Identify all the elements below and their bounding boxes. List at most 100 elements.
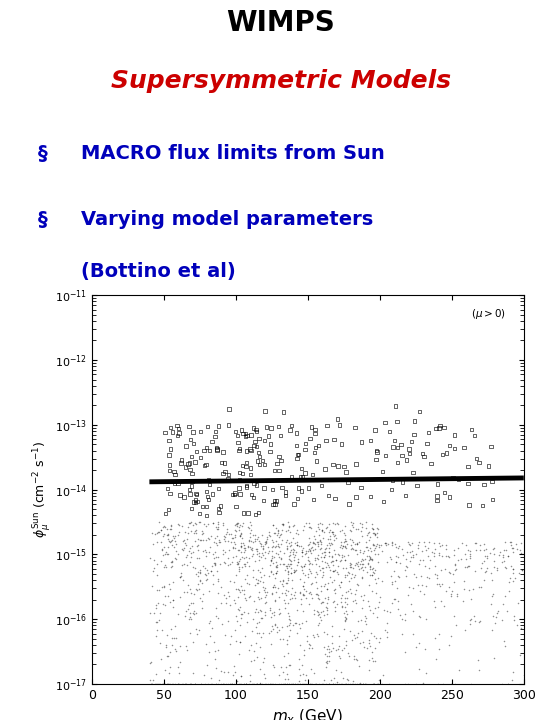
Point — [401, 554, 410, 565]
Point — [147, 580, 156, 592]
Point — [234, 517, 242, 528]
Point — [310, 531, 319, 542]
Point — [320, 546, 329, 558]
Point — [201, 562, 210, 574]
Point — [163, 678, 171, 690]
Point — [253, 617, 261, 629]
Point — [361, 615, 369, 626]
Point — [293, 553, 302, 564]
Point — [502, 544, 510, 556]
Point — [343, 647, 352, 658]
Point — [288, 678, 297, 690]
Point — [205, 474, 213, 486]
Point — [441, 550, 450, 562]
Point — [236, 520, 245, 531]
Point — [341, 572, 349, 583]
Point — [343, 477, 352, 489]
Point — [201, 678, 210, 690]
Point — [160, 521, 168, 532]
Point — [313, 536, 322, 548]
Point — [283, 572, 292, 584]
Point — [252, 534, 261, 545]
Point — [491, 611, 500, 622]
Point — [211, 533, 220, 544]
Point — [363, 595, 372, 606]
Point — [310, 608, 319, 619]
Point — [366, 552, 375, 564]
Point — [211, 646, 219, 657]
Point — [212, 531, 221, 542]
Point — [343, 608, 352, 620]
Point — [325, 526, 333, 538]
Point — [202, 575, 211, 586]
Point — [364, 550, 373, 562]
Point — [318, 571, 326, 582]
Point — [176, 640, 184, 652]
Point — [322, 605, 331, 616]
Point — [438, 550, 447, 562]
Point — [251, 555, 260, 567]
Point — [314, 553, 323, 564]
Point — [266, 678, 274, 690]
Point — [238, 552, 246, 563]
Point — [260, 552, 269, 564]
Point — [352, 585, 360, 596]
Point — [199, 545, 207, 557]
Point — [296, 639, 305, 650]
Point — [389, 441, 397, 453]
Point — [238, 608, 246, 620]
Point — [173, 548, 182, 559]
Point — [342, 635, 350, 647]
Point — [274, 524, 282, 536]
Point — [289, 544, 298, 555]
Point — [209, 517, 218, 528]
Point — [287, 472, 296, 483]
Point — [284, 674, 293, 685]
Point — [274, 540, 282, 552]
Point — [502, 562, 511, 574]
Point — [279, 575, 287, 586]
Point — [362, 541, 371, 553]
Point — [313, 568, 321, 580]
Point — [354, 616, 362, 627]
Point — [157, 555, 165, 567]
Point — [237, 540, 245, 552]
Point — [286, 593, 294, 604]
Point — [279, 519, 287, 531]
Point — [310, 539, 319, 550]
Point — [175, 526, 184, 538]
Text: MACRO flux limits from Sun: MACRO flux limits from Sun — [81, 144, 384, 163]
Point — [296, 678, 305, 690]
Point — [268, 534, 276, 546]
Point — [442, 539, 450, 550]
Point — [242, 456, 251, 468]
Point — [288, 548, 297, 559]
Point — [321, 464, 329, 475]
Point — [217, 598, 225, 609]
Point — [250, 530, 259, 541]
Point — [231, 610, 240, 621]
Point — [191, 562, 199, 574]
Point — [289, 590, 298, 601]
Point — [349, 517, 357, 528]
Point — [238, 533, 246, 544]
Point — [466, 678, 475, 690]
Point — [242, 461, 251, 472]
Point — [305, 533, 313, 544]
Point — [350, 544, 359, 556]
Point — [180, 491, 188, 503]
Point — [253, 455, 262, 467]
Point — [272, 567, 280, 579]
Point — [227, 557, 236, 568]
Point — [291, 537, 299, 549]
Point — [340, 602, 349, 613]
Point — [403, 678, 412, 690]
Point — [182, 678, 191, 690]
Point — [481, 550, 490, 562]
Point — [329, 678, 338, 690]
Point — [371, 528, 380, 540]
Point — [337, 539, 346, 551]
Point — [227, 536, 235, 548]
Point — [433, 578, 441, 590]
Point — [241, 428, 250, 439]
